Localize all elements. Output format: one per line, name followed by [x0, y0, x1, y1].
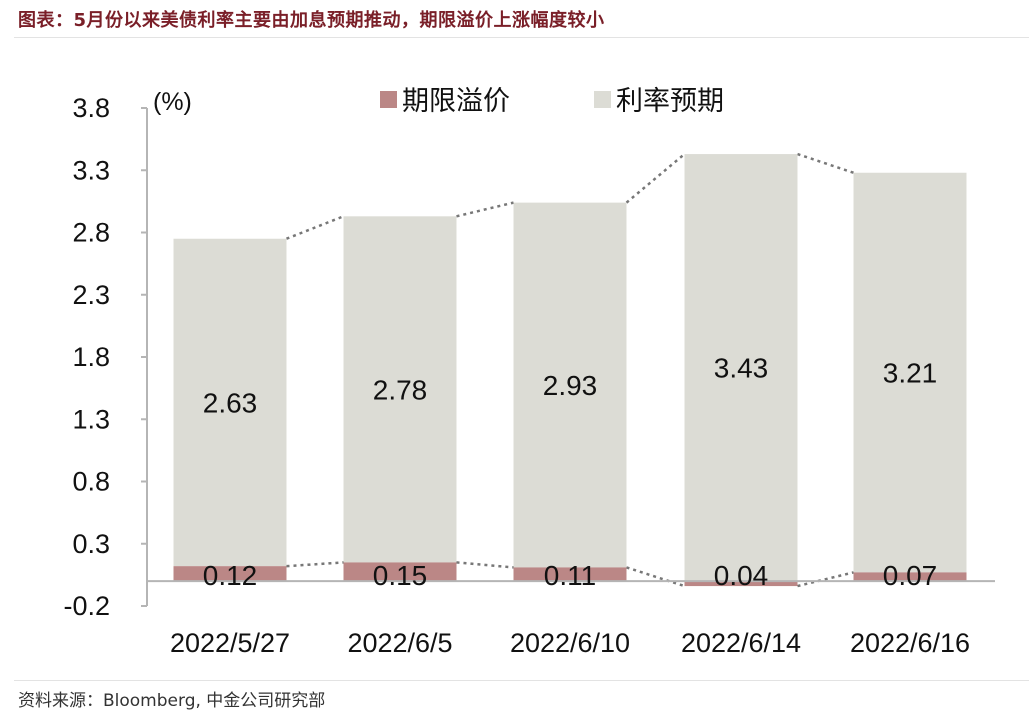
chart-title: 图表：5月份以来美债利率主要由加息预期推动，期限溢价上涨幅度较小 — [18, 10, 605, 31]
data-label-rate-expectation: 3.21 — [883, 358, 938, 389]
y-tick-label: 1.8 — [72, 342, 110, 372]
y-tick-label: 0.8 — [72, 467, 110, 497]
title-divider — [14, 37, 1029, 38]
bar-term-premium — [343, 562, 457, 582]
data-label-term-premium: 0.11 — [544, 560, 596, 591]
x-tick-label: 2022/6/14 — [681, 628, 801, 658]
bar-rate-expectation — [173, 238, 287, 567]
connector-total — [456, 201, 514, 218]
source-divider — [14, 680, 1029, 681]
data-label-term-premium: 0.15 — [373, 560, 428, 591]
connector-total — [625, 153, 686, 204]
data-label-rate-expectation: 3.43 — [714, 353, 769, 384]
legend-swatch — [594, 91, 611, 108]
x-tick-label: 2022/6/10 — [510, 628, 630, 658]
data-label-rate-expectation: 2.63 — [203, 387, 258, 418]
legend-swatch — [380, 91, 397, 108]
y-tick-label: -0.2 — [63, 591, 110, 621]
bar-rate-expectation — [853, 172, 967, 573]
y-tick-label: 2.8 — [72, 218, 110, 248]
data-label-term-premium: 0.07 — [883, 560, 938, 591]
connector-lines — [286, 152, 854, 588]
y-unit-label: (%) — [153, 88, 192, 116]
axes-group: 3.8 3.3 2.8 2.3 1.8 1.3 0.8 0.3 -0.2 (%) — [63, 88, 995, 621]
y-tick-label: 1.3 — [72, 404, 110, 434]
data-label-term-premium: 0.12 — [203, 560, 258, 591]
y-tick-label: 0.3 — [72, 529, 110, 559]
connector-premium — [626, 566, 685, 588]
bars-group — [173, 154, 967, 587]
bar-term-premium — [853, 572, 967, 582]
x-tick-label: 2022/6/5 — [347, 628, 452, 658]
bar-rate-expectation — [684, 154, 798, 582]
y-tick-label: 3.8 — [72, 93, 110, 123]
data-labels-group: 2022/5/27 2.63 0.12 2022/6/5 2.78 0.15 2022/6/… — [170, 353, 970, 658]
bar-term-premium — [513, 567, 627, 582]
connector-total — [797, 152, 854, 174]
legend-label: 期限溢价 — [402, 86, 510, 117]
connector-premium — [797, 571, 854, 588]
legend: 期限溢价 利率预期 — [380, 86, 724, 117]
y-tick-label: 2.3 — [72, 280, 110, 310]
connector-premium — [456, 561, 514, 569]
x-tick-label: 2022/5/27 — [170, 628, 290, 658]
x-tick-label: 2022/6/16 — [850, 628, 970, 658]
bar-term-premium — [173, 566, 287, 582]
legend-label: 利率预期 — [616, 86, 724, 117]
y-tick-label: 3.3 — [72, 155, 110, 185]
bar-rate-expectation — [513, 202, 627, 568]
connector-total — [286, 215, 344, 240]
data-label-rate-expectation: 2.78 — [373, 374, 428, 405]
source-note: 资料来源：Bloomberg, 中金公司研究部 — [18, 691, 326, 711]
bar-rate-expectation — [343, 216, 457, 563]
connector-premium — [286, 561, 344, 568]
bar-term-premium — [684, 581, 798, 587]
data-label-term-premium: 0.04 — [714, 560, 769, 591]
data-label-rate-expectation: 2.93 — [543, 370, 598, 401]
